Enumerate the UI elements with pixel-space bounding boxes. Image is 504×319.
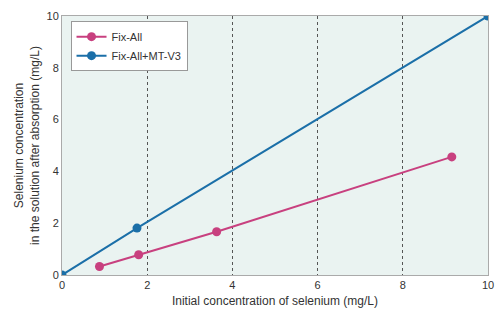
- svg-text:6: 6: [53, 113, 59, 125]
- svg-text:Initial concentration of selen: Initial concentration of selenium (mg/L): [172, 294, 378, 308]
- svg-text:4: 4: [53, 165, 59, 177]
- svg-text:6: 6: [315, 279, 321, 291]
- svg-text:2: 2: [53, 217, 59, 229]
- svg-text:4: 4: [229, 279, 235, 291]
- svg-text:10: 10: [482, 279, 494, 291]
- svg-text:8: 8: [400, 279, 406, 291]
- svg-text:8: 8: [53, 62, 59, 74]
- svg-text:Fix-All+MT-V3: Fix-All+MT-V3: [112, 50, 181, 62]
- svg-text:Selenium concentrationin the s: Selenium concentrationin the solution af…: [12, 46, 42, 245]
- svg-text:0: 0: [59, 279, 65, 291]
- svg-text:2: 2: [144, 279, 150, 291]
- svg-text:10: 10: [47, 10, 59, 22]
- svg-text:Fix-All: Fix-All: [112, 31, 143, 43]
- svg-text:0: 0: [53, 269, 59, 281]
